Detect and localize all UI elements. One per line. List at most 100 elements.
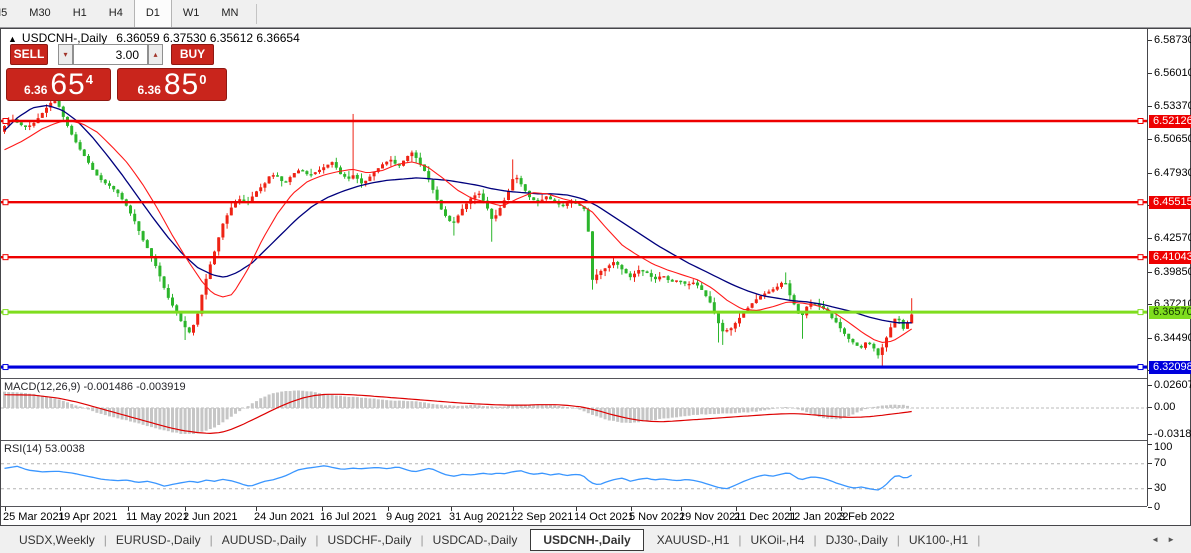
date-label: 2 Jun 2021 [183, 511, 238, 523]
date-label: 19 Apr 2021 [58, 511, 118, 523]
timeframe-button-h1[interactable]: H1 [72, 7, 87, 19]
line-anchor[interactable] [1137, 364, 1144, 371]
line-anchor[interactable] [2, 254, 9, 261]
date-label: 12 Jan 2022 [788, 511, 849, 523]
date-tick [451, 507, 452, 511]
macd-panel: MACD(12,26,9) -0.001486 -0.003919 [1, 378, 1147, 440]
axis-tick [1148, 172, 1152, 174]
date-tick [128, 507, 129, 511]
timeframe-button-m5[interactable]: M5 [0, 7, 8, 19]
chart-ohlc-values: 6.36059 6.37530 6.35612 6.36654 [116, 31, 300, 45]
rsi-panel: RSI(14) 53.0038 [1, 440, 1147, 506]
chart-tab-eurusd-daily[interactable]: EURUSD-,Daily [115, 532, 201, 547]
line-anchor[interactable] [2, 309, 9, 316]
macd-tick-label: -0.031872 [1154, 427, 1191, 440]
date-tick [388, 507, 389, 511]
sell-price-sup: 4 [85, 72, 93, 87]
line-anchor[interactable] [2, 199, 9, 206]
chart-tab-xauusd-h1[interactable]: XAUUSD-,H1 [656, 532, 730, 547]
timeframe-button-w1[interactable]: W1 [182, 7, 200, 19]
tab-scroll-left-icon[interactable]: ◄ [1151, 535, 1168, 544]
tab-scroll-arrows: ◄► [1151, 535, 1183, 544]
macd-signal-line [4, 393, 912, 435]
chart-tab-usdx-weekly[interactable]: USDX,Weekly [19, 532, 95, 547]
chart-tab-dj30-daily[interactable]: DJ30-,Daily [825, 532, 888, 547]
rsi-tick-label: 30 [1154, 481, 1167, 494]
date-label: 5 Nov 2021 [629, 511, 686, 523]
macd-histogram [3, 390, 914, 434]
spin-up-icon: ▴ [153, 50, 158, 59]
price-tick-label: 6.56010 [1154, 67, 1191, 80]
price-badge: 6.32098 [1149, 360, 1191, 374]
axis-tick [1148, 462, 1152, 464]
timeframe-buttons: M5 M30 H1 H4 D1 W1 MN [0, 0, 249, 27]
tab-separator: | [738, 532, 742, 547]
chart-tab-audusd-daily[interactable]: AUDUSD-,Daily [221, 532, 307, 547]
date-tick [736, 507, 737, 511]
tab-scroll-right-icon[interactable]: ► [1167, 535, 1183, 544]
axis-tick [1148, 444, 1152, 445]
axis-tick [1148, 271, 1152, 273]
macd-chart[interactable] [1, 379, 1147, 440]
line-anchor[interactable] [1137, 118, 1144, 124]
date-tick [60, 507, 61, 511]
axis-tick [1148, 506, 1152, 508]
ma-slow-line [4, 104, 912, 324]
chart-tab-bar: USDX,Weekly | EURUSD-,Daily | AUDUSD-,Daily |… [0, 526, 1191, 553]
price-tick-label: 6.58730 [1154, 33, 1191, 46]
date-tick [513, 507, 514, 511]
line-anchor[interactable] [1137, 254, 1144, 261]
date-tick [681, 507, 682, 511]
chart-tab-usdcnh-daily[interactable]: USDCNH-,Daily [530, 528, 644, 551]
axis-tick [1148, 73, 1152, 75]
chart-tabs: USDX,Weekly | EURUSD-,Daily | AUDUSD-,Daily |… [10, 528, 980, 551]
chart-tab-uk100-h1[interactable]: UK100-,H1 [908, 532, 969, 547]
price-tick-label: 6.47930 [1154, 166, 1191, 179]
tab-separator: | [420, 532, 424, 547]
line-anchor[interactable] [2, 118, 9, 124]
date-tick [256, 507, 257, 511]
candlestick-chart[interactable] [1, 29, 1147, 378]
date-axis[interactable]: 25 Mar 2021 19 Apr 2021 11 May 2021 2 Jun 2… [1, 506, 1147, 526]
sell-price-prefix: 6.36 [24, 82, 48, 97]
line-anchor[interactable] [1137, 309, 1144, 316]
price-tick-label: 6.42570 [1154, 232, 1191, 245]
tab-separator: | [103, 532, 107, 547]
macd-tick-label: 0.00 [1154, 401, 1176, 413]
buy-price-big: 85 [163, 67, 200, 101]
tab-separator: | [896, 532, 900, 547]
volume-input[interactable]: 3.00 [73, 44, 148, 65]
tab-separator: | [315, 532, 319, 547]
price-badge: 6.36570 [1149, 305, 1191, 319]
price-badge: 6.41043 [1149, 250, 1191, 264]
macd-tick-label: 0.02607 [1154, 379, 1191, 392]
volume-increase-button[interactable]: ▴ [148, 44, 163, 65]
volume-decrease-button[interactable]: ▾ [58, 44, 73, 65]
timeframe-button-h4[interactable]: H4 [108, 7, 123, 19]
axis-tick [1148, 433, 1152, 435]
timeframe-button-mn[interactable]: MN [221, 7, 239, 19]
timeframe-toolbar: M5 M30 H1 H4 D1 W1 MN [0, 0, 1191, 28]
date-label: 16 Jul 2021 [320, 511, 377, 523]
rsi-chart[interactable] [1, 441, 1147, 506]
buy-price-sup: 0 [199, 72, 207, 87]
buy-price-panel[interactable]: 6.36 85 0 [117, 68, 227, 101]
line-anchor[interactable] [2, 364, 9, 371]
price-axis[interactable]: 6.587306.560106.533706.506506.479306.452… [1147, 29, 1191, 513]
sell-price-panel[interactable]: 6.36 65 4 [6, 68, 111, 101]
timeframe-button-m30[interactable]: M30 [29, 7, 51, 19]
axis-tick [1148, 105, 1152, 107]
collapse-icon[interactable]: ▲ [8, 34, 17, 44]
line-anchor[interactable] [1137, 199, 1144, 206]
timeframe-button-d1[interactable]: D1 [133, 0, 172, 27]
chart-tab-usdchf-daily[interactable]: USDCHF-,Daily [327, 532, 412, 547]
price-badge: 6.52126 [1149, 114, 1191, 128]
date-label: 25 Mar 2021 [3, 511, 65, 523]
buy-button[interactable]: BUY [171, 44, 214, 65]
date-label: 14 Oct 2021 [574, 511, 634, 523]
price-tick-label: 6.34490 [1154, 331, 1191, 344]
chart-tab-usdcad-daily[interactable]: USDCAD-,Daily [432, 532, 518, 547]
rsi-label: RSI(14) 53.0038 [4, 443, 85, 455]
chart-tab-ukoil-h4[interactable]: UKOil-,H4 [750, 532, 805, 547]
sell-button[interactable]: SELL [10, 44, 48, 65]
